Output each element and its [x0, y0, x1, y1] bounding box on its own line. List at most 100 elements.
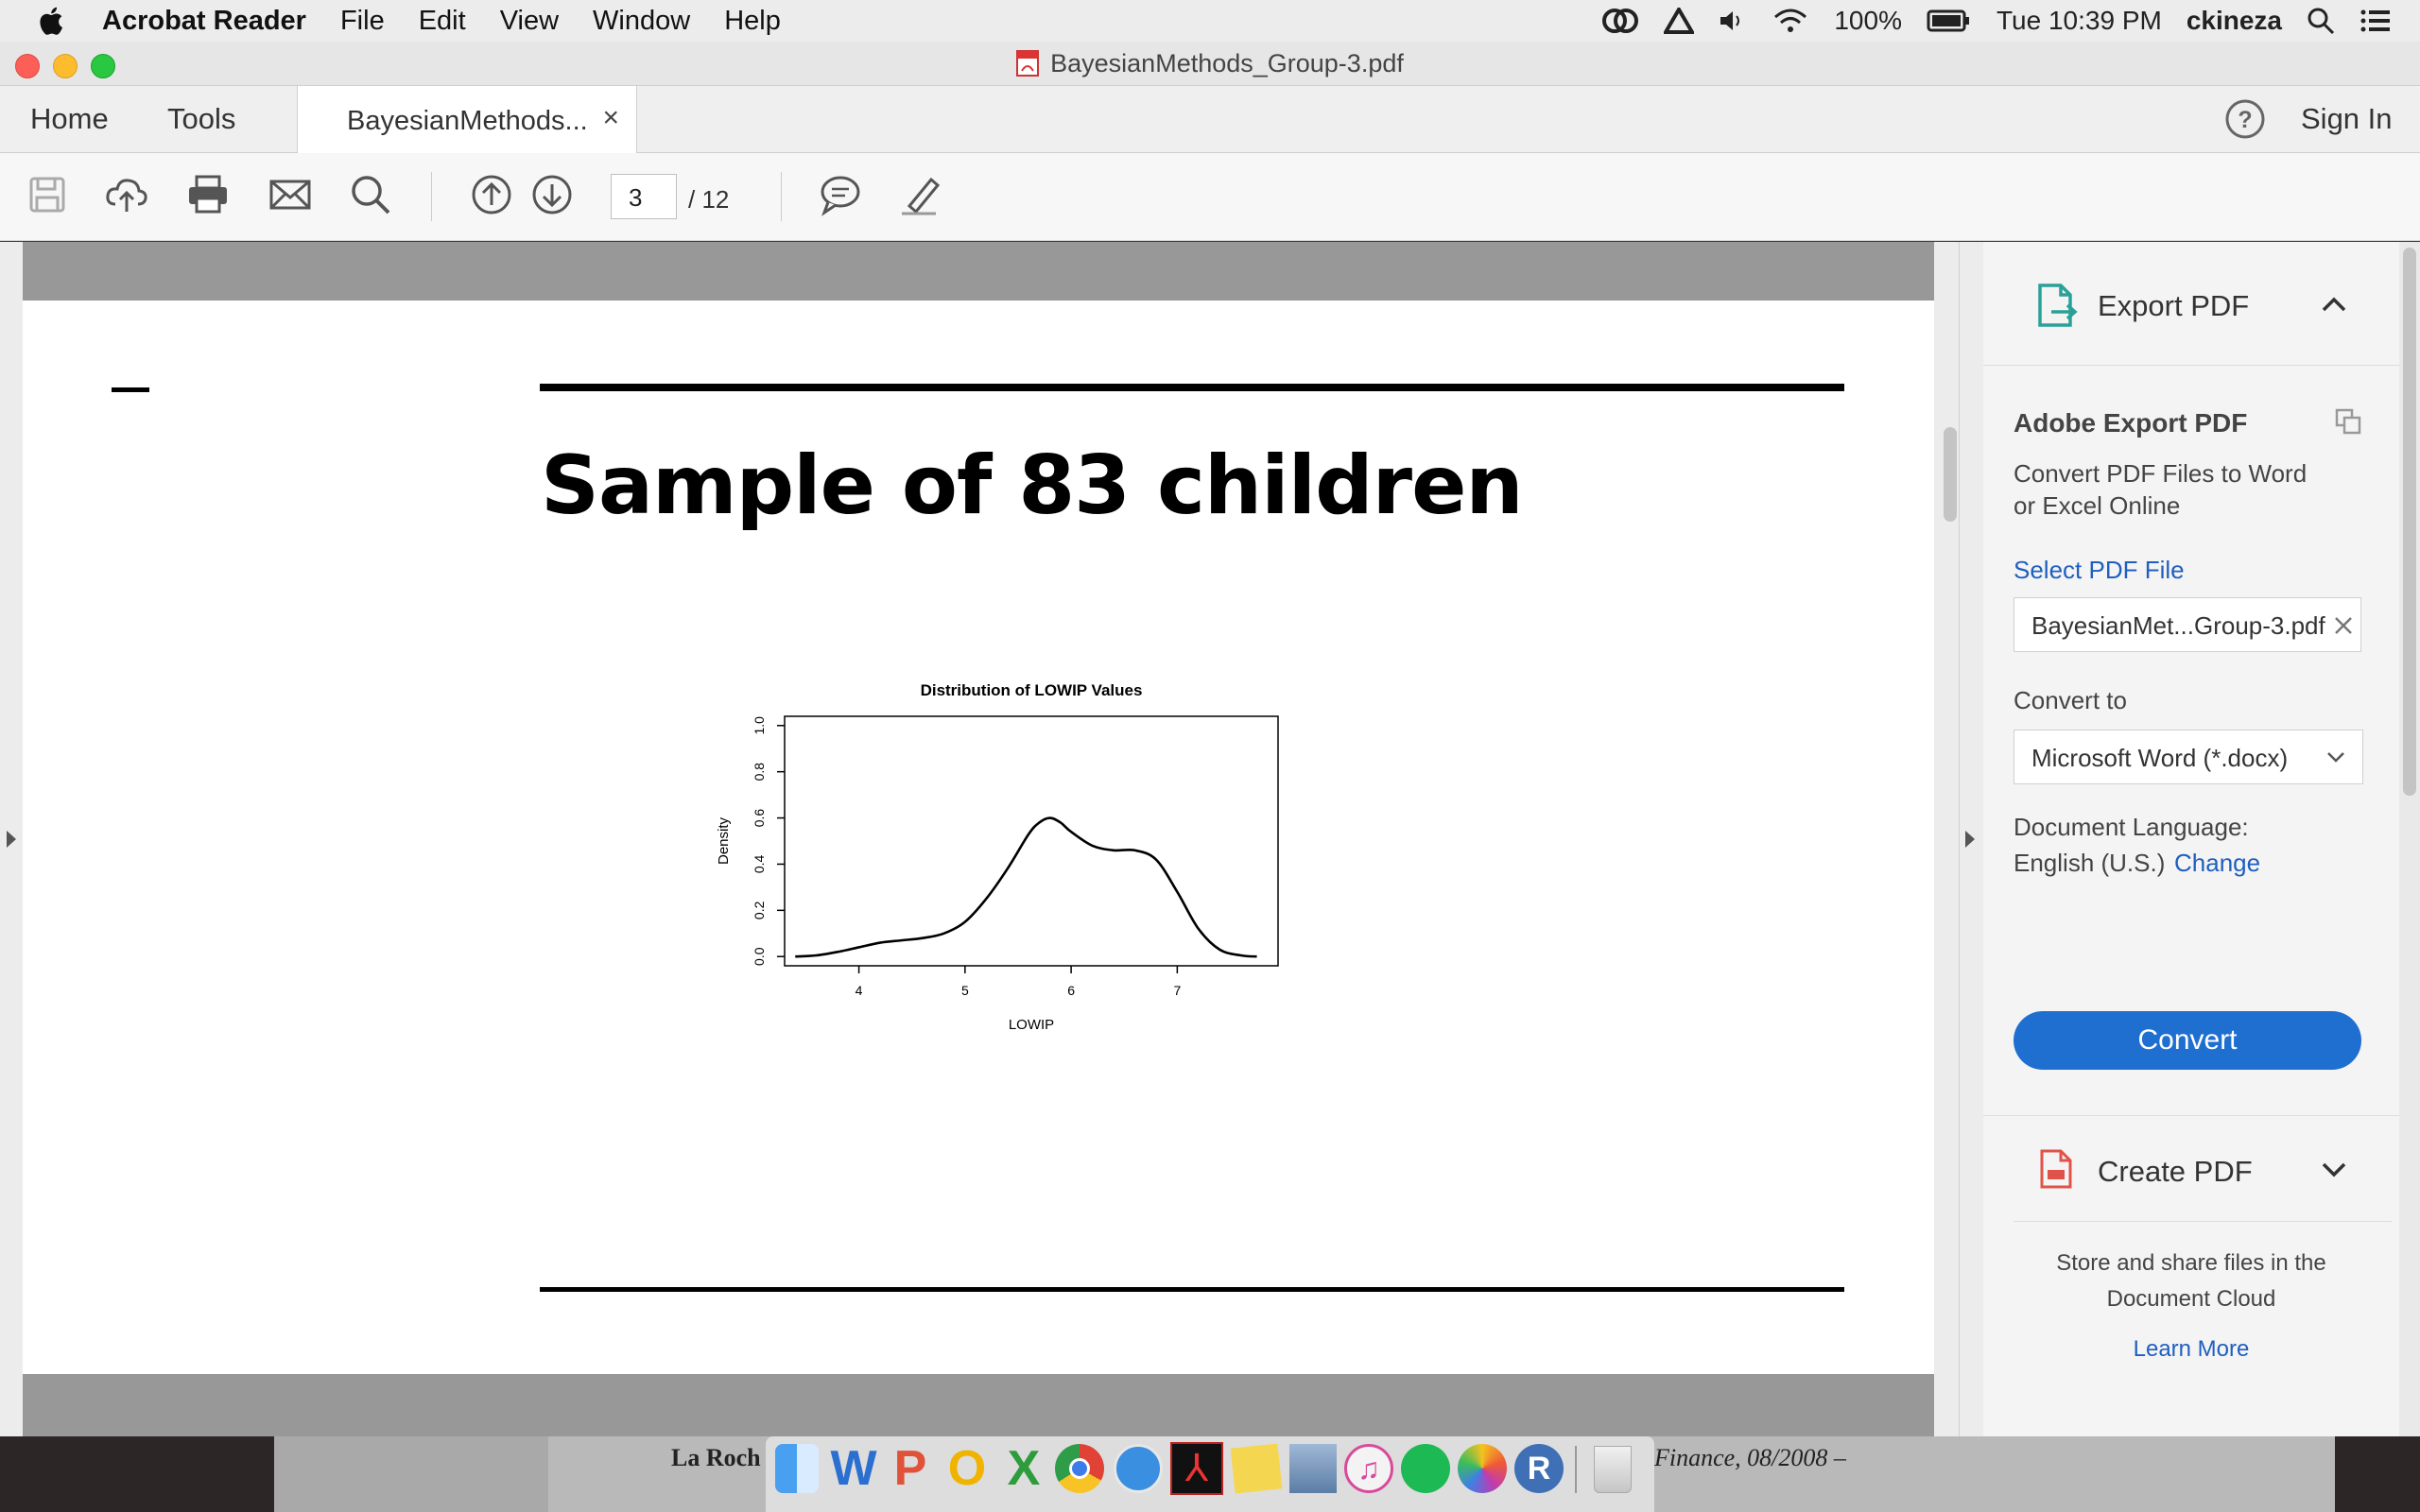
photos-icon[interactable] — [1458, 1444, 1507, 1493]
export-pdf-icon — [2038, 284, 2078, 327]
background-window-sidebar — [274, 1436, 548, 1512]
svg-text:?: ? — [2238, 107, 2252, 133]
copy-icon[interactable] — [2333, 406, 2363, 437]
export-description-line-1: Convert PDF Files to Word — [2014, 459, 2308, 488]
density-line — [795, 816, 1257, 958]
page-number-input[interactable]: 3 — [611, 174, 677, 219]
clear-file-icon[interactable] — [2332, 614, 2355, 637]
safari-icon[interactable] — [1114, 1444, 1163, 1493]
volume-icon[interactable] — [1719, 9, 1747, 33]
y-tick-label: 0.2 — [752, 901, 767, 919]
notification-center-icon[interactable] — [2360, 9, 2392, 33]
y-tick-label: 0.8 — [752, 763, 767, 782]
page-up-icon[interactable] — [469, 172, 514, 217]
right-panel-divider — [1934, 242, 1983, 1446]
learn-more-link[interactable]: Learn More — [2133, 1336, 2250, 1362]
stickies-icon[interactable] — [1230, 1443, 1283, 1494]
app-menu[interactable]: Acrobat Reader — [102, 5, 306, 36]
menu-edit[interactable]: Edit — [418, 5, 466, 36]
search-icon[interactable] — [348, 172, 393, 217]
save-icon[interactable] — [25, 172, 70, 217]
itunes-icon[interactable]: ♫ — [1344, 1444, 1393, 1493]
density-chart: Distribution of LOWIP Values 4 5 6 7 0.0 0.2 0.… — [716, 681, 1279, 1033]
y-tick-label: 0.4 — [752, 855, 767, 874]
slide-heading: Sample of 83 children — [541, 438, 1524, 533]
y-axis-label: Density — [716, 816, 732, 865]
menu-window[interactable]: Window — [593, 5, 691, 36]
comment-icon[interactable] — [817, 172, 862, 217]
user-name[interactable]: ckineza — [2186, 6, 2282, 35]
selected-file-name: BayesianMet...Group-3.pdf — [2031, 611, 2325, 640]
pane-scrollbar[interactable] — [2399, 242, 2420, 1446]
upload-icon[interactable] — [104, 172, 149, 217]
menu-view[interactable]: View — [499, 5, 560, 36]
clock[interactable]: Tue 10:39 PM — [1996, 6, 2162, 35]
sign-in-link[interactable]: Sign In — [2301, 102, 2393, 135]
window-title-text: BayesianMethods_Group-3.pdf — [1050, 48, 1404, 77]
export-pdf-header[interactable]: Export PDF — [1983, 242, 2399, 366]
pane-divider — [1983, 1115, 2399, 1116]
format-select-value: Microsoft Word (*.docx) — [2031, 744, 2289, 772]
document-viewport[interactable]: Sample of 83 children Distribution of LO… — [23, 242, 1934, 1446]
zoom-window-button[interactable] — [91, 54, 115, 78]
menu-help[interactable]: Help — [724, 5, 781, 36]
page-total: / 12 — [688, 185, 730, 214]
cloud-promo: Store and share files in the Document Cl… — [1983, 1246, 2399, 1317]
chevron-up-icon[interactable] — [2320, 295, 2348, 314]
convert-button[interactable]: Convert — [2014, 1011, 2361, 1070]
apple-logo-icon[interactable] — [34, 3, 70, 39]
select-pdf-file-link[interactable]: Select PDF File — [2014, 556, 2185, 584]
virtualbox-icon[interactable] — [1289, 1444, 1337, 1493]
wifi-icon[interactable] — [1772, 7, 1809, 35]
excel-icon[interactable]: X — [1007, 1441, 1041, 1496]
menu-file[interactable]: File — [339, 5, 385, 36]
tools-pane: Export PDF Adobe Export PDF Convert PDF … — [1983, 242, 2399, 1446]
outlook-icon[interactable]: O — [947, 1441, 987, 1496]
help-icon[interactable]: ? — [2224, 98, 2266, 140]
x-axis-label: LOWIP — [1009, 1017, 1054, 1033]
highlight-icon[interactable] — [898, 172, 943, 217]
battery-icon[interactable] — [1927, 9, 1972, 33]
adobe-export-heading: Adobe Export PDF — [2014, 408, 2248, 438]
x-tick-label: 7 — [1173, 983, 1181, 998]
collapse-right-panel-icon[interactable] — [1962, 828, 1978, 850]
print-icon[interactable] — [185, 172, 231, 217]
spotlight-search-icon[interactable] — [2307, 7, 2335, 35]
pdf-file-icon — [1016, 50, 1040, 77]
pane-scrollbar-thumb[interactable] — [2403, 248, 2416, 796]
change-language-link[interactable]: Change — [2174, 849, 2261, 877]
trash-icon[interactable] — [1594, 1446, 1632, 1493]
document-language-label: Document Language: — [2014, 813, 2249, 841]
format-select[interactable]: Microsoft Word (*.docx) — [2014, 730, 2363, 784]
google-drive-icon[interactable] — [1664, 8, 1695, 34]
close-tab-icon[interactable]: × — [602, 102, 619, 133]
minimize-window-button[interactable] — [53, 54, 78, 78]
spotify-icon[interactable] — [1401, 1444, 1450, 1493]
tab-tools[interactable]: Tools — [167, 102, 236, 135]
chevron-down-icon[interactable] — [2320, 1160, 2348, 1179]
page-down-icon[interactable] — [529, 172, 575, 217]
tab-home[interactable]: Home — [30, 102, 109, 135]
email-icon[interactable] — [268, 172, 313, 217]
tab-document[interactable]: BayesianMethods... × — [297, 86, 637, 153]
r-icon[interactable]: R — [1514, 1444, 1564, 1493]
window-title-bar: BayesianMethods_Group-3.pdf — [0, 42, 2420, 86]
word-icon[interactable]: W — [830, 1441, 877, 1496]
close-window-button[interactable] — [15, 54, 40, 78]
create-pdf-title: Create PDF — [2098, 1155, 2253, 1188]
creative-cloud-icon[interactable] — [1601, 7, 1639, 35]
x-tick-label: 4 — [856, 983, 863, 998]
document-scrollbar-thumb[interactable] — [1944, 427, 1957, 522]
plot-frame — [784, 715, 1279, 967]
create-pdf-header[interactable]: Create PDF — [2014, 1126, 2392, 1222]
finder-icon[interactable] — [775, 1444, 819, 1493]
selected-file-field[interactable]: BayesianMet...Group-3.pdf — [2014, 597, 2361, 652]
toolbar: 3 / 12 — [0, 153, 2420, 241]
x-tick-label: 5 — [961, 983, 969, 998]
status-area: 100% Tue 10:39 PM ckineza — [1601, 0, 2392, 42]
y-tick-label: 0.6 — [752, 809, 767, 828]
expand-left-panel-icon[interactable] — [4, 828, 19, 850]
powerpoint-icon[interactable]: P — [893, 1441, 927, 1496]
chrome-icon[interactable] — [1055, 1444, 1104, 1493]
acrobat-reader-icon[interactable]: ⅄ — [1170, 1442, 1223, 1495]
